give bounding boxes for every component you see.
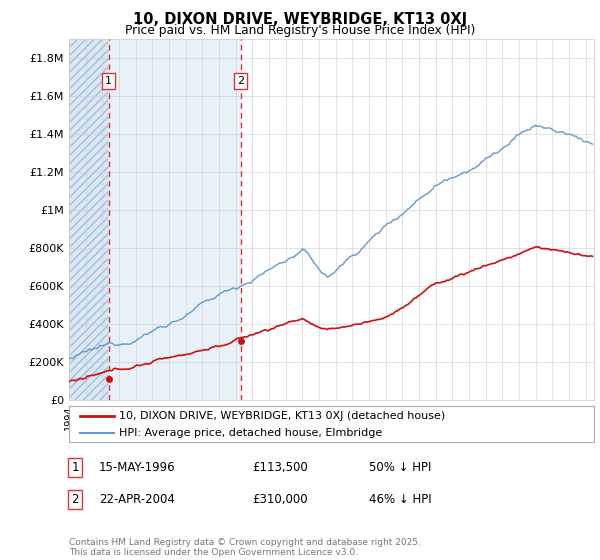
- Text: 22-APR-2004: 22-APR-2004: [99, 493, 175, 506]
- Bar: [69, 39, 109, 400]
- Text: £310,000: £310,000: [252, 493, 308, 506]
- Text: 10, DIXON DRIVE, WEYBRIDGE, KT13 0XJ: 10, DIXON DRIVE, WEYBRIDGE, KT13 0XJ: [133, 12, 467, 27]
- FancyBboxPatch shape: [69, 406, 594, 442]
- Text: HPI: Average price, detached house, Elmbridge: HPI: Average price, detached house, Elmb…: [119, 428, 382, 438]
- Text: 2: 2: [237, 76, 244, 86]
- Text: 15-MAY-1996: 15-MAY-1996: [99, 461, 176, 474]
- Text: 50% ↓ HPI: 50% ↓ HPI: [369, 461, 431, 474]
- Text: £113,500: £113,500: [252, 461, 308, 474]
- Text: 1: 1: [105, 76, 112, 86]
- Text: 10, DIXON DRIVE, WEYBRIDGE, KT13 0XJ (detached house): 10, DIXON DRIVE, WEYBRIDGE, KT13 0XJ (de…: [119, 411, 445, 421]
- Text: 1: 1: [71, 461, 79, 474]
- Text: 2: 2: [71, 493, 79, 506]
- Bar: [69, 39, 109, 400]
- Text: Price paid vs. HM Land Registry's House Price Index (HPI): Price paid vs. HM Land Registry's House …: [125, 24, 475, 36]
- Bar: [69, 39, 241, 400]
- Text: 46% ↓ HPI: 46% ↓ HPI: [369, 493, 431, 506]
- Text: Contains HM Land Registry data © Crown copyright and database right 2025.
This d: Contains HM Land Registry data © Crown c…: [69, 538, 421, 557]
